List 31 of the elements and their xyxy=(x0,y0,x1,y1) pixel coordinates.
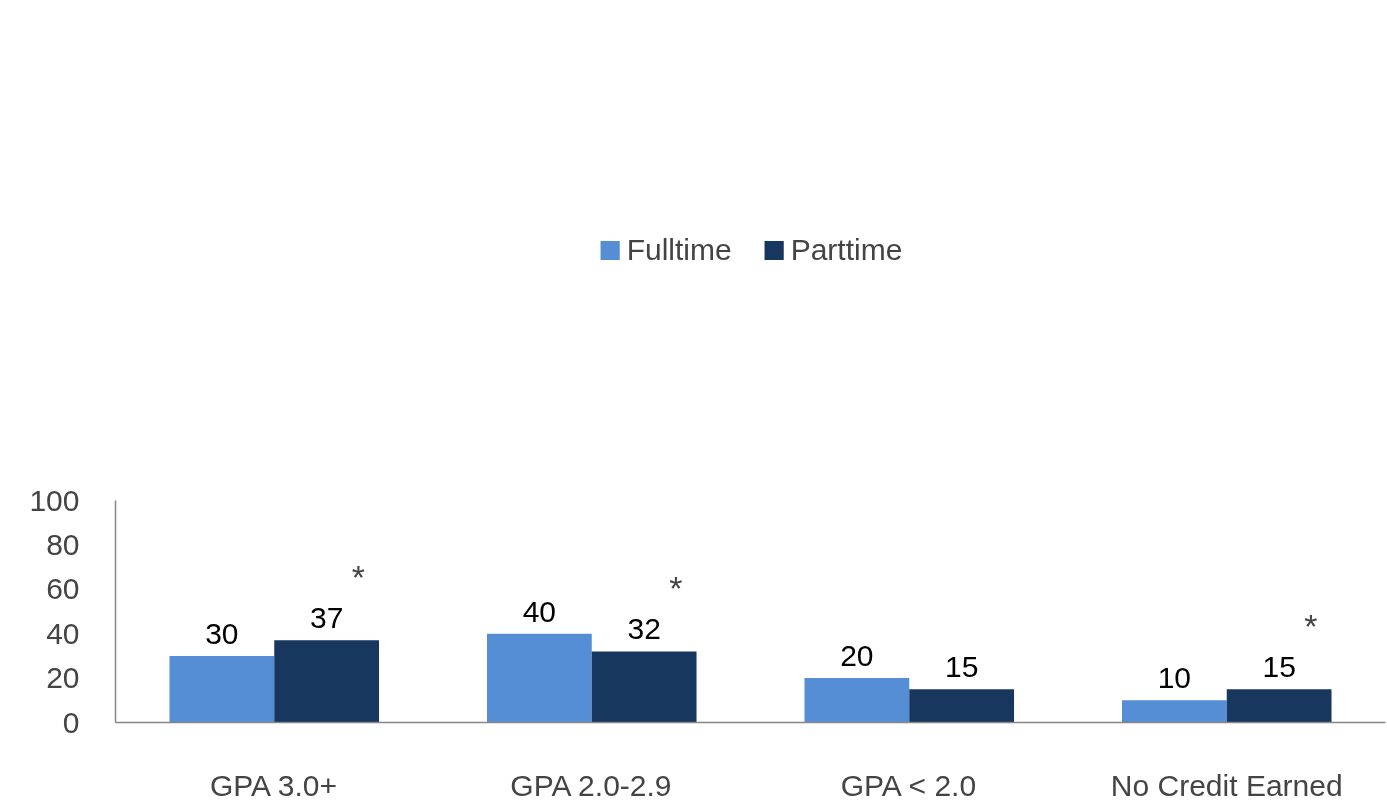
y-tick-label: 60 xyxy=(46,572,80,606)
data-label: 10 xyxy=(1157,661,1192,695)
x-tick-label: GPA 3.0+ xyxy=(209,768,337,802)
annotation: * xyxy=(351,558,366,597)
bar xyxy=(274,640,380,723)
y-tick-label: 100 xyxy=(29,483,80,517)
data-label: 15 xyxy=(1262,650,1296,684)
x-tick-label: No Credit Earned xyxy=(1110,768,1343,802)
bar xyxy=(169,655,275,723)
legend-label: Fulltime xyxy=(626,233,732,267)
annotation: * xyxy=(1304,607,1318,646)
data-label: 37 xyxy=(309,601,344,635)
bar xyxy=(804,678,910,723)
y-tick-label: 40 xyxy=(46,616,80,650)
data-label: 15 xyxy=(944,650,979,684)
legend-label: Parttime xyxy=(790,233,903,267)
y-tick-label: 80 xyxy=(46,527,80,561)
x-tick-label: GPA < 2.0 xyxy=(840,768,977,802)
annotation: * xyxy=(669,569,683,608)
bar xyxy=(486,633,592,723)
data-label: 30 xyxy=(205,616,239,650)
y-tick-label: 0 xyxy=(62,705,80,739)
data-label: 20 xyxy=(840,639,874,673)
y-tick-label: 20 xyxy=(46,661,80,695)
x-tick-label: GPA 2.0-2.9 xyxy=(510,768,672,802)
bar xyxy=(1121,700,1227,723)
bar xyxy=(1226,689,1332,723)
data-label: 40 xyxy=(522,594,557,628)
bar xyxy=(591,651,697,723)
bar xyxy=(909,689,1015,723)
data-label: 32 xyxy=(627,612,661,646)
